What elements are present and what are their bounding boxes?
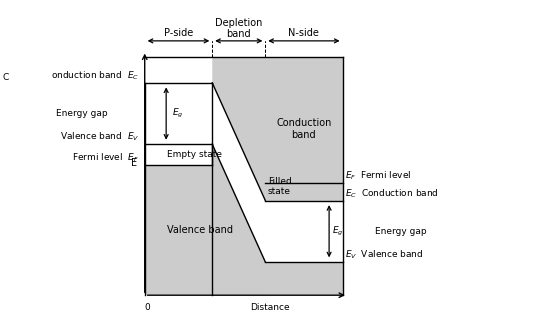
Text: Empty state: Empty state [167, 150, 222, 159]
Text: $E_g$: $E_g$ [332, 225, 343, 238]
Polygon shape [145, 165, 212, 295]
Text: onduction band  $E_C$: onduction band $E_C$ [51, 69, 139, 82]
Text: Conduction
band: Conduction band [276, 118, 332, 140]
Text: $E_g$: $E_g$ [172, 107, 183, 120]
Text: Distance: Distance [251, 303, 290, 312]
Text: Valence band: Valence band [167, 225, 233, 235]
Text: E: E [131, 158, 137, 168]
Text: Energy gap: Energy gap [375, 227, 426, 236]
Polygon shape [265, 262, 343, 295]
Polygon shape [265, 57, 343, 200]
Polygon shape [212, 144, 265, 295]
Text: P-side: P-side [164, 28, 193, 38]
Text: Fermi level  $E_F$: Fermi level $E_F$ [72, 151, 139, 164]
Text: Filled
state: Filled state [268, 177, 292, 196]
Text: Valence band  $E_V$: Valence band $E_V$ [60, 131, 139, 143]
Text: Depletion
band: Depletion band [215, 18, 263, 39]
Text: Energy gap: Energy gap [56, 109, 107, 118]
Text: N-side: N-side [288, 28, 319, 38]
Polygon shape [212, 57, 265, 200]
Text: $E_F$  Fermi level: $E_F$ Fermi level [345, 170, 412, 182]
Text: $E_V$  Valence band: $E_V$ Valence band [345, 249, 424, 261]
Text: $E_C$  Conduction band: $E_C$ Conduction band [345, 187, 439, 200]
Text: C: C [3, 73, 9, 82]
Text: 0: 0 [145, 303, 150, 312]
